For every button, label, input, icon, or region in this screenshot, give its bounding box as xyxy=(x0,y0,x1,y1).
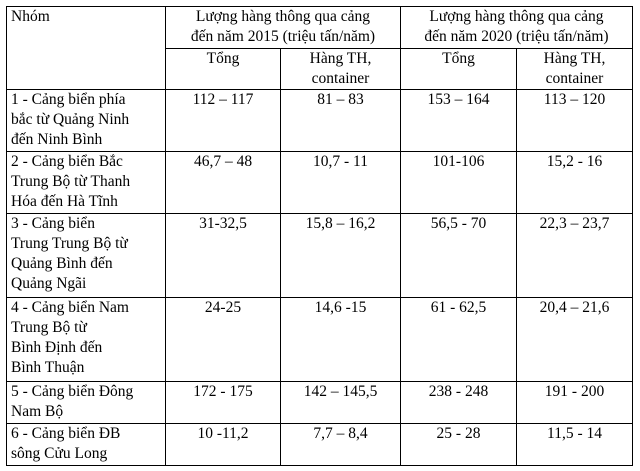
table-row: 1 - Cảng biển phía bắc từ Quảng Ninh đến… xyxy=(6,89,633,152)
row-total-2015: 172 - 175 xyxy=(165,381,281,424)
header-container-2015: Hàng TH, container xyxy=(280,48,401,90)
row-total-2015: 31-32,5 xyxy=(165,213,281,298)
row-total-2015: 112 – 117 xyxy=(165,89,281,152)
row-container-2020: 11,5 - 14 xyxy=(516,423,633,466)
row-container-2015: 7,7 – 8,4 xyxy=(280,423,401,466)
row-total-2020: 153 – 164 xyxy=(400,89,517,152)
row-total-2015: 24-25 xyxy=(165,297,281,382)
header-row-2: Tổng Hàng TH, container Tổng Hàng TH, co… xyxy=(7,48,633,90)
table-row: 2 - Cảng biển Bắc Trung Bộ từ Thanh Hóa … xyxy=(6,151,633,214)
table-row: 6 - Cảng biển ĐB sông Cửu Long 10 -11,2 … xyxy=(6,423,633,466)
row-container-2020: 113 – 120 xyxy=(516,89,633,152)
row-container-2020: 22,3 – 23,7 xyxy=(516,213,633,298)
row-container-2015: 10,7 - 11 xyxy=(280,151,401,214)
row-group: 1 - Cảng biển phía bắc từ Quảng Ninh đến… xyxy=(6,89,166,152)
header-group: Nhóm xyxy=(6,6,166,90)
row-total-2015: 46,7 – 48 xyxy=(165,151,281,214)
port-cargo-table: Nhóm Lượng hàng thông qua cảng đến năm 2… xyxy=(6,6,633,466)
row-total-2020: 238 - 248 xyxy=(400,381,517,424)
table-row: 5 - Cảng biển Đông Nam Bộ 172 - 175 142 … xyxy=(6,381,633,424)
row-total-2020: 61 - 62,5 xyxy=(400,297,517,382)
row-container-2015: 142 – 145,5 xyxy=(280,381,401,424)
header-container-2020: Hàng TH, container xyxy=(516,48,633,90)
row-container-2020: 15,2 - 16 xyxy=(516,151,633,214)
row-total-2020: 56,5 - 70 xyxy=(400,213,517,298)
row-group: 2 - Cảng biển Bắc Trung Bộ từ Thanh Hóa … xyxy=(6,151,166,214)
row-container-2015: 81 – 83 xyxy=(280,89,401,152)
header-total-2015: Tổng xyxy=(165,48,281,90)
row-group: 6 - Cảng biển ĐB sông Cửu Long xyxy=(6,423,166,466)
row-total-2015: 10 -11,2 xyxy=(165,423,281,466)
row-group: 3 - Cảng biển Trung Trung Bộ từ Quảng Bì… xyxy=(6,213,166,298)
table-row: 3 - Cảng biển Trung Trung Bộ từ Quảng Bì… xyxy=(6,213,633,298)
row-container-2015: 15,8 – 16,2 xyxy=(280,213,401,298)
header-total-2020: Tổng xyxy=(400,48,517,90)
row-container-2020: 20,4 – 21,6 xyxy=(516,297,633,382)
row-group: 5 - Cảng biển Đông Nam Bộ xyxy=(6,381,166,424)
row-container-2015: 14,6 -15 xyxy=(280,297,401,382)
row-total-2020: 101-106 xyxy=(400,151,517,214)
row-group: 4 - Cảng biển Nam Trung Bộ từ Bình Định … xyxy=(6,297,166,382)
header-row-1: Nhóm Lượng hàng thông qua cảng đến năm 2… xyxy=(6,6,633,90)
row-total-2020: 25 - 28 xyxy=(400,423,517,466)
header-2015: Lượng hàng thông qua cảng đến năm 2015 (… xyxy=(165,6,401,49)
header-2020: Lượng hàng thông qua cảng đến năm 2020 (… xyxy=(400,6,633,49)
table-row: 4 - Cảng biển Nam Trung Bộ từ Bình Định … xyxy=(6,297,633,382)
row-container-2020: 191 - 200 xyxy=(516,381,633,424)
